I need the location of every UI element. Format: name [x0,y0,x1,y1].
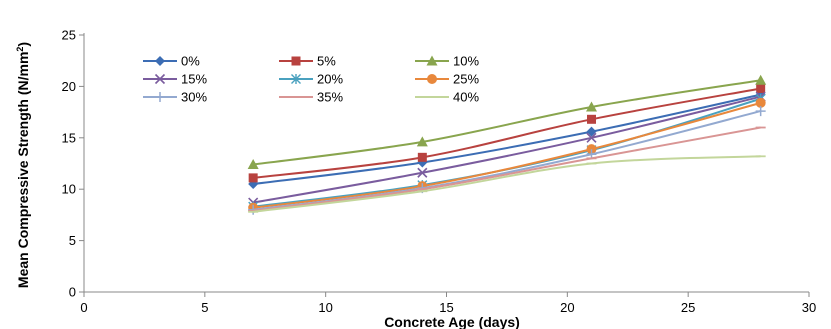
y-tick-label: 5 [69,233,76,248]
series-3 [248,91,766,208]
data-point [755,106,766,117]
legend-marker [154,73,166,85]
series-8 [248,155,766,213]
legend-label: 5% [317,54,336,69]
series-2 [247,74,767,170]
data-point [586,126,597,137]
legend-item: 30% [143,90,207,105]
data-point [248,173,258,183]
legend: 0% 5% 10% 15% 20% 25% 30% 35% 40% [143,54,479,105]
series-7 [248,126,766,212]
series-line [253,101,761,209]
y-tick-label: 15 [62,130,76,145]
y-tick-label: 20 [62,79,76,94]
legend-label: 25% [453,72,479,87]
legend-label: 0% [181,54,200,69]
series-layer [247,74,767,215]
data-point [587,114,596,124]
series-line [253,155,761,213]
series-line [253,110,761,211]
data-point [756,83,766,93]
legend-label: 30% [181,90,207,105]
legend-item: 40% [415,90,479,105]
legend-item: 15% [143,72,207,87]
legend-item: 10% [415,54,479,69]
legend-item: 20% [279,72,343,87]
data-point [586,101,597,112]
x-tick-label: 0 [80,300,87,315]
legend-item: 5% [279,54,336,69]
legend-label: 35% [317,90,343,105]
x-axis-title: Concrete Age (days) [384,314,520,329]
data-point [417,152,427,162]
y-tick-label: 25 [62,28,76,43]
legend-label: 15% [181,72,207,87]
x-tick-label: 30 [802,300,816,315]
series-1 [248,83,766,183]
series-line [253,79,761,166]
legend-marker [291,56,301,66]
legend-label: 10% [453,54,479,69]
series-line [253,87,761,179]
data-point [586,132,597,143]
data-point [416,136,428,147]
legend-marker [427,74,437,84]
legend-label: 40% [453,90,479,105]
legend-item: 25% [415,72,479,87]
series-line [253,126,761,212]
legend-marker [155,92,165,102]
legend-item: 35% [279,90,343,105]
series-line [252,95,761,204]
data-point [586,144,597,155]
x-tick-label: 10 [318,300,332,315]
x-tick-label: 5 [201,300,208,315]
legend-marker [426,55,438,66]
data-point [755,74,767,85]
data-point [417,167,428,178]
x-tick-label: 15 [439,300,453,315]
y-tick-label: 0 [69,285,76,300]
axes: 0 5 10 15 20 25 0 5 10 15 20 25 30 [62,28,817,316]
x-tick-label: 25 [681,300,695,315]
y-tick-label: 10 [62,182,76,197]
legend-item: 0% [143,54,200,69]
series-line [253,93,761,186]
x-tick-label: 20 [560,300,574,315]
y-axis-title: Mean Compressive Strength (N/mm2) [15,42,31,288]
legend-marker [155,56,165,66]
data-point [247,159,259,170]
legend-marker [291,74,301,84]
legend-label: 20% [317,72,343,87]
data-point [755,97,766,108]
